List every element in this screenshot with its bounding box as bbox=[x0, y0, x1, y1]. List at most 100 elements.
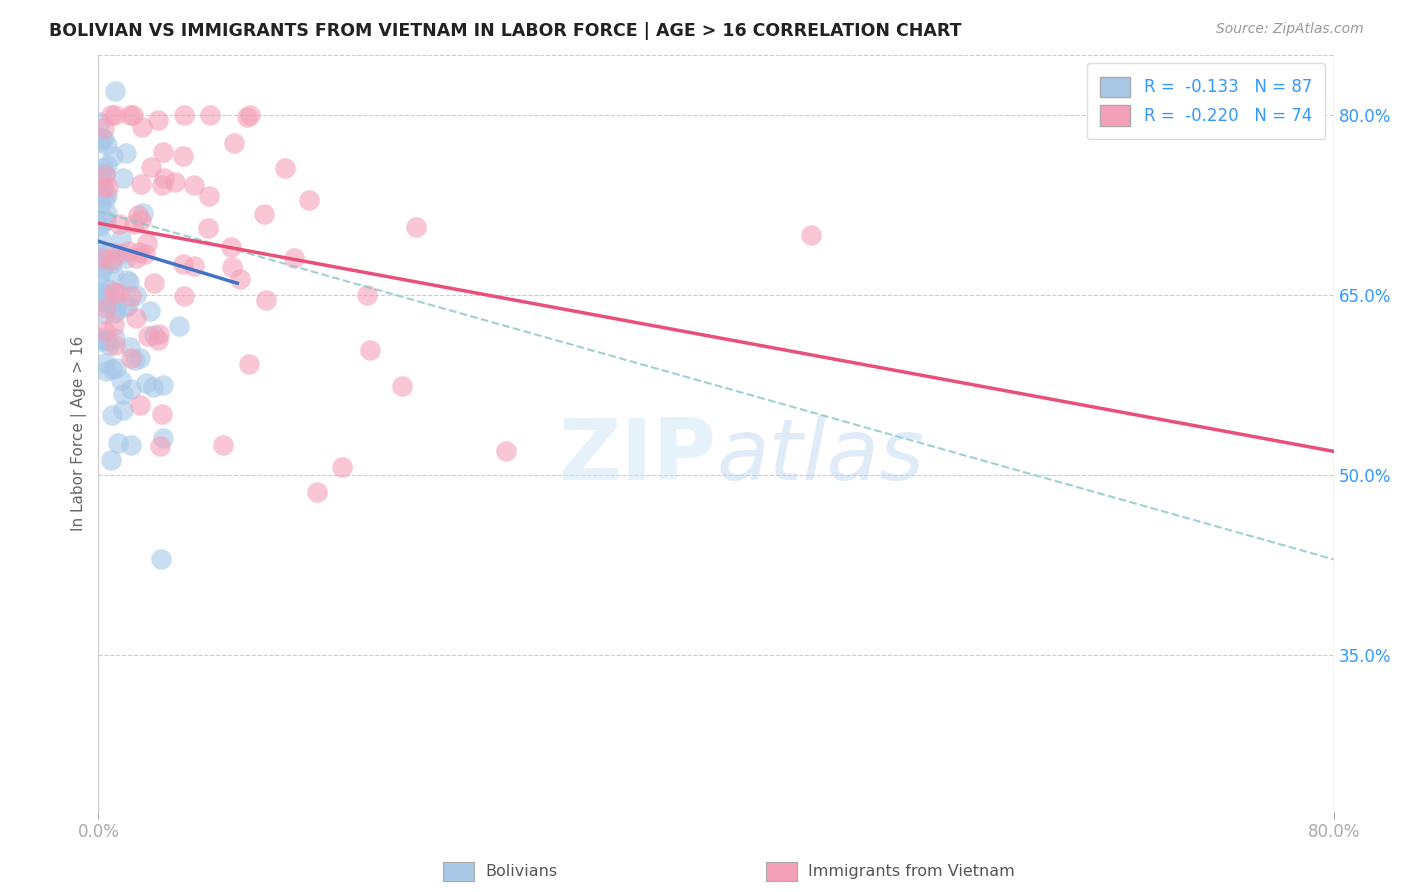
Point bbox=[104, 303, 127, 318]
Point bbox=[298, 193, 321, 207]
Point bbox=[120, 438, 142, 452]
Point bbox=[183, 178, 205, 192]
Point bbox=[101, 149, 124, 163]
Point bbox=[197, 220, 219, 235]
Point bbox=[228, 272, 250, 286]
Point bbox=[89, 285, 111, 300]
Point bbox=[91, 172, 114, 186]
Point bbox=[91, 251, 114, 265]
Point bbox=[139, 304, 162, 318]
Point bbox=[93, 131, 115, 145]
Point bbox=[136, 329, 159, 343]
Text: Source: ZipAtlas.com: Source: ZipAtlas.com bbox=[1216, 22, 1364, 37]
Point bbox=[117, 298, 139, 312]
Point bbox=[94, 356, 117, 370]
Point bbox=[219, 240, 242, 254]
Point bbox=[139, 160, 162, 174]
Text: ZIP: ZIP bbox=[558, 415, 716, 498]
Point bbox=[124, 288, 146, 302]
Point bbox=[89, 332, 111, 346]
Point bbox=[118, 340, 141, 354]
Point bbox=[90, 331, 112, 345]
Point bbox=[94, 364, 117, 378]
Point bbox=[236, 110, 259, 124]
Point bbox=[105, 361, 128, 376]
Point bbox=[800, 228, 823, 243]
Point bbox=[97, 337, 120, 351]
Point bbox=[96, 206, 118, 220]
Point bbox=[221, 260, 243, 275]
Point bbox=[97, 180, 120, 194]
Point bbox=[148, 326, 170, 341]
Point bbox=[146, 333, 169, 347]
Point bbox=[391, 379, 413, 393]
Point bbox=[89, 293, 111, 308]
Point bbox=[142, 379, 165, 393]
Point bbox=[152, 431, 174, 445]
Point bbox=[101, 362, 124, 376]
Point bbox=[120, 382, 142, 396]
Point bbox=[98, 282, 121, 296]
Point bbox=[110, 232, 132, 246]
Point bbox=[120, 351, 142, 365]
Point bbox=[89, 135, 111, 149]
Point bbox=[136, 235, 159, 250]
Point bbox=[89, 219, 111, 233]
Point bbox=[405, 219, 427, 234]
Point bbox=[91, 254, 114, 268]
Point bbox=[101, 266, 124, 280]
Point bbox=[93, 188, 115, 202]
Point bbox=[94, 293, 117, 307]
Point bbox=[254, 293, 277, 307]
Point bbox=[108, 218, 131, 232]
Point bbox=[91, 252, 114, 266]
Point bbox=[274, 161, 297, 176]
Point bbox=[330, 459, 353, 474]
Point bbox=[104, 84, 127, 98]
Point bbox=[90, 165, 112, 179]
Point bbox=[100, 453, 122, 467]
Point bbox=[100, 256, 122, 270]
Point bbox=[172, 257, 194, 271]
Point bbox=[110, 374, 132, 388]
Point bbox=[98, 245, 121, 260]
Point bbox=[96, 158, 118, 172]
Point bbox=[90, 286, 112, 301]
Point bbox=[90, 231, 112, 245]
Point bbox=[125, 251, 148, 265]
Text: Bolivians: Bolivians bbox=[485, 864, 557, 879]
Point bbox=[134, 247, 156, 261]
Point bbox=[356, 288, 378, 302]
Point bbox=[129, 177, 152, 191]
Point bbox=[89, 199, 111, 213]
Point bbox=[91, 293, 114, 307]
Point bbox=[94, 166, 117, 180]
Point bbox=[93, 192, 115, 206]
Point bbox=[129, 398, 152, 412]
Point bbox=[93, 121, 115, 136]
Point bbox=[120, 289, 142, 303]
Point bbox=[104, 300, 127, 314]
Point bbox=[117, 244, 139, 259]
Point bbox=[125, 311, 148, 326]
Point bbox=[103, 285, 125, 299]
Point bbox=[239, 108, 262, 122]
Point bbox=[94, 294, 117, 309]
Point bbox=[89, 276, 111, 290]
Point bbox=[104, 285, 127, 300]
Point bbox=[91, 161, 114, 175]
Point bbox=[359, 343, 381, 357]
Point bbox=[89, 188, 111, 202]
Point bbox=[283, 252, 305, 266]
Point bbox=[122, 218, 145, 232]
Point bbox=[91, 176, 114, 190]
Point bbox=[146, 113, 169, 128]
Point bbox=[101, 408, 124, 422]
Point bbox=[94, 325, 117, 339]
Point bbox=[100, 253, 122, 268]
Point bbox=[183, 259, 205, 273]
Point bbox=[131, 120, 153, 134]
Point bbox=[143, 328, 166, 343]
Point bbox=[105, 245, 128, 260]
Point bbox=[96, 334, 118, 348]
